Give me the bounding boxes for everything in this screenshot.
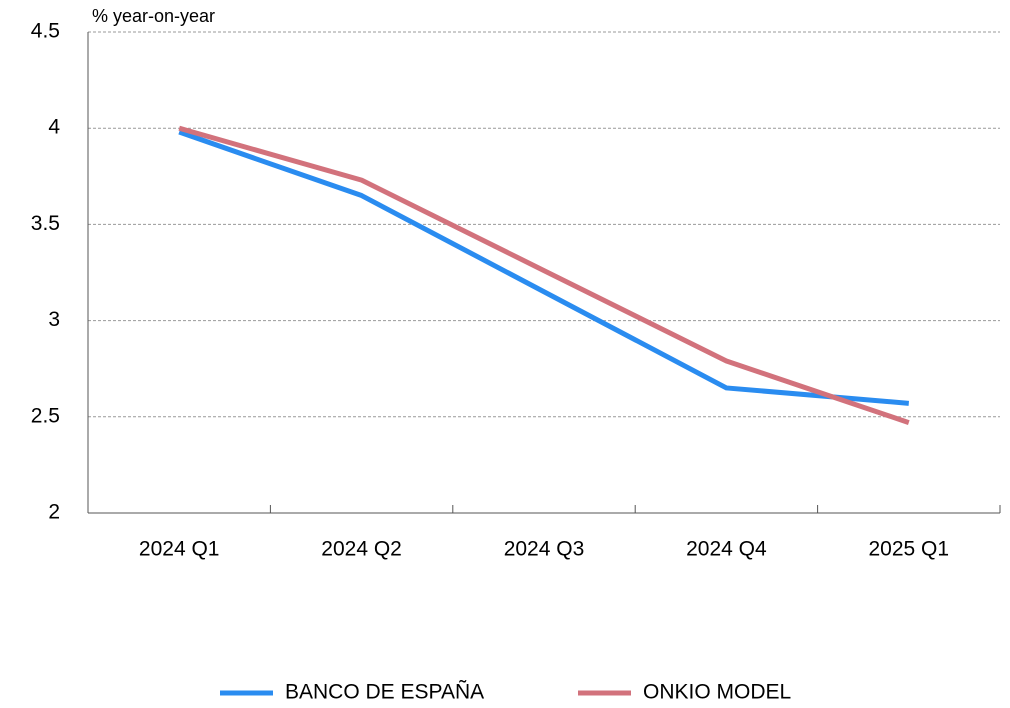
y-tick-label: 3.5 [31, 212, 60, 235]
y-axis-label: % year-on-year [92, 6, 215, 26]
y-tick-label: 2.5 [31, 404, 60, 427]
x-tick-label: 2025 Q1 [869, 538, 950, 561]
y-tick-label: 2 [48, 501, 60, 524]
x-tick-label: 2024 Q1 [139, 538, 220, 561]
y-tick-label: 3 [48, 308, 60, 331]
series-line [178, 129, 910, 406]
x-tick-label: 2024 Q3 [504, 538, 585, 561]
legend-label: BANCO DE ESPAÑA [285, 680, 484, 704]
x-tick-label: 2024 Q4 [686, 538, 767, 561]
y-tick-label: 4.5 [31, 20, 60, 43]
legend-label: ONKIO MODEL [643, 681, 791, 704]
y-tick-label: 4 [48, 116, 60, 139]
x-tick-label: 2024 Q2 [321, 538, 402, 561]
series-line [178, 125, 910, 425]
